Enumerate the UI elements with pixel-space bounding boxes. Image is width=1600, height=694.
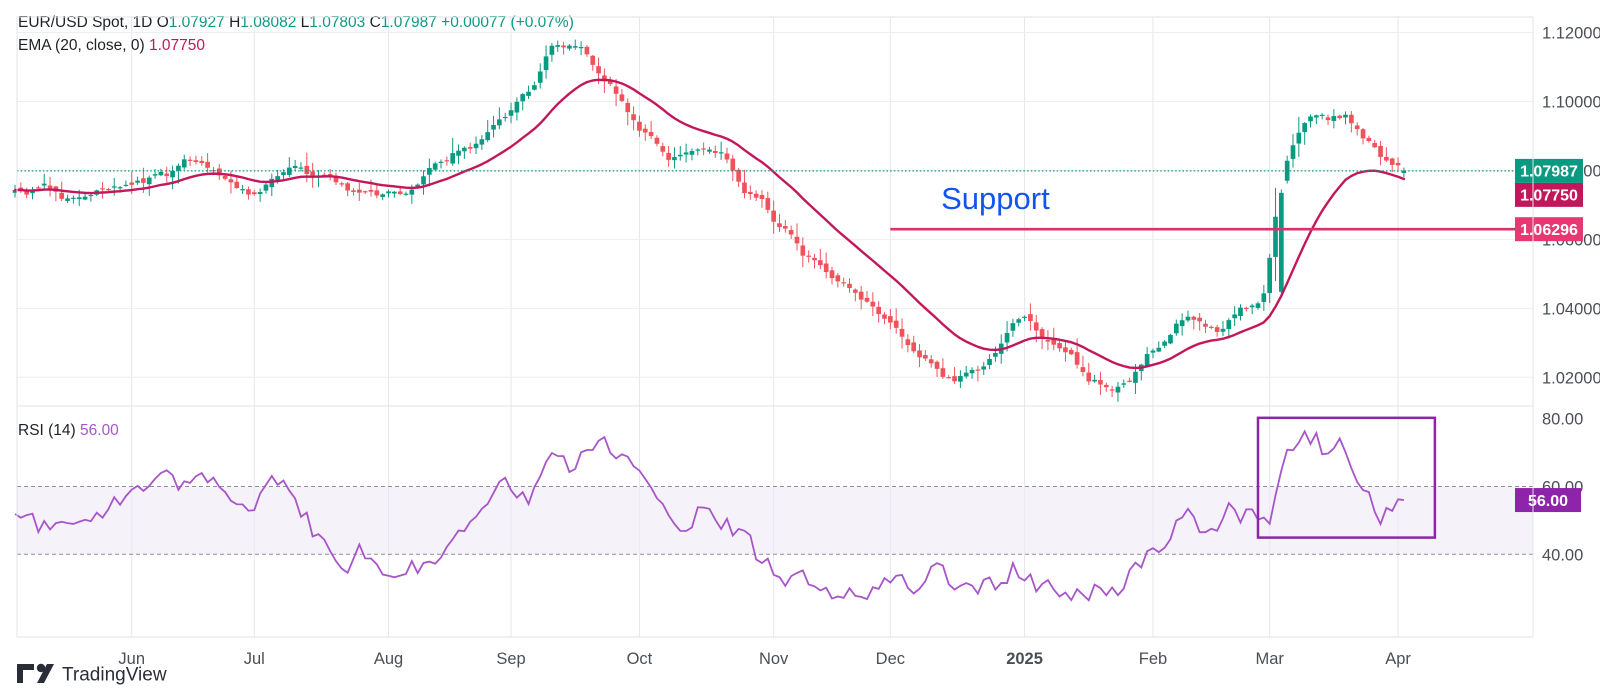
svg-text:Feb: Feb xyxy=(1139,650,1167,668)
svg-text:1.06296: 1.06296 xyxy=(1520,222,1578,239)
svg-text:Mar: Mar xyxy=(1255,650,1284,668)
svg-text:Oct: Oct xyxy=(627,650,653,668)
svg-text:40.00: 40.00 xyxy=(1542,546,1583,564)
svg-text:Jul: Jul xyxy=(244,650,265,668)
svg-text:Apr: Apr xyxy=(1385,650,1411,668)
svg-text:Sep: Sep xyxy=(496,650,525,668)
svg-text:EMA (20, close, 0) 1.07750: EMA (20, close, 0) 1.07750 xyxy=(18,37,205,54)
svg-text:TradingView: TradingView xyxy=(62,665,167,686)
svg-text:80.00: 80.00 xyxy=(1542,411,1583,429)
svg-text:1.12000: 1.12000 xyxy=(1542,25,1600,43)
svg-text:Dec: Dec xyxy=(876,650,905,668)
svg-text:1.04000: 1.04000 xyxy=(1542,300,1600,318)
svg-text:1.10000: 1.10000 xyxy=(1542,93,1600,111)
svg-text:RSI (14) 56.00: RSI (14) 56.00 xyxy=(18,422,119,439)
svg-text:2025: 2025 xyxy=(1006,650,1043,668)
svg-text:1.07987: 1.07987 xyxy=(1520,164,1578,181)
svg-text:Support: Support xyxy=(941,181,1050,216)
svg-text:1.07750: 1.07750 xyxy=(1520,188,1578,205)
svg-text:Aug: Aug xyxy=(374,650,403,668)
svg-text:Nov: Nov xyxy=(759,650,789,668)
svg-text:56.00: 56.00 xyxy=(1528,493,1568,510)
svg-text:1.02000: 1.02000 xyxy=(1542,369,1600,387)
